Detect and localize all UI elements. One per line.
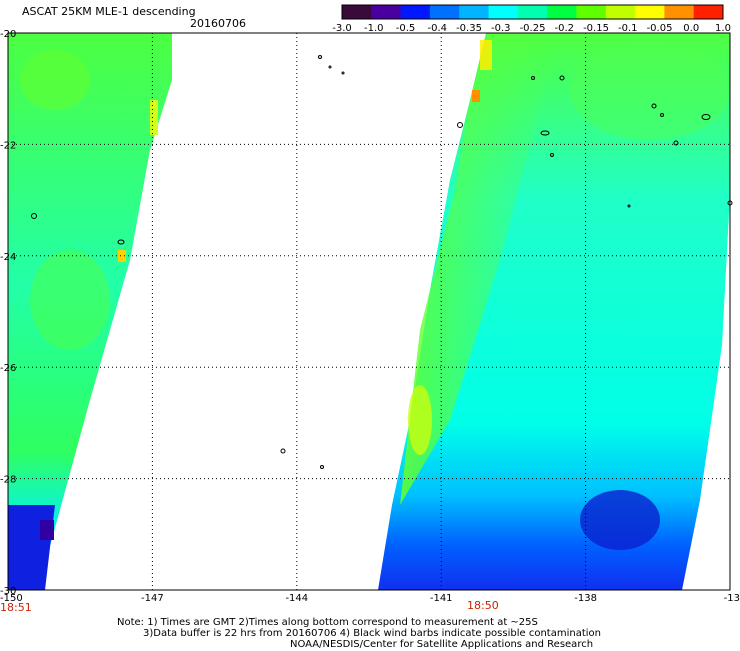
colorbar-segment (342, 5, 372, 19)
latitude-labels: -20 -22 -24 -26 -28 -30 (0, 29, 16, 597)
colorbar-frame (341, 4, 724, 20)
note-line-3: NOAA/NESDIS/Center for Satellite Applica… (290, 639, 594, 650)
note-line-1: Note: 1) Times are GMT 2)Times along bot… (117, 617, 538, 628)
colorbar-segment (693, 5, 724, 19)
colorbar-label: -0.05 (647, 23, 673, 34)
longitude-label: -144 (285, 593, 308, 604)
colorbar-segment (429, 5, 460, 19)
colorbar-segment (576, 5, 607, 19)
map-date: 20160706 (190, 17, 246, 30)
swath-right-patch (570, 40, 730, 140)
time-label-center: 18:50 (467, 599, 499, 612)
latitude-label: -26 (0, 363, 16, 374)
colorbar-segment (547, 5, 577, 19)
longitude-label: -138 (574, 593, 597, 604)
map-frame (7, 32, 731, 591)
latitude-label: -20 (0, 29, 16, 40)
colorbar-label: 1.0 (715, 23, 731, 34)
swath-left-patch (30, 250, 110, 350)
colorbar-segment (400, 5, 431, 19)
swath-left-low-patch (8, 505, 55, 590)
colorbar-label: -0.3 (491, 23, 511, 34)
swath-left-patch (20, 50, 90, 110)
swath-right-patch (400, 33, 560, 505)
colorbar-segment (488, 5, 519, 19)
colorbar-label: -0.25 (520, 23, 546, 34)
island-outlines (31, 55, 733, 469)
swath-right-patch (472, 90, 480, 102)
colorbar-segment (635, 5, 665, 19)
latitude-label: -30 (0, 586, 16, 597)
longitude-label: -13 (724, 593, 740, 604)
colorbar-segment (605, 5, 636, 19)
colorbar-segment (517, 5, 548, 19)
latitude-label: -22 (0, 140, 16, 151)
colorbar-label: -0.2 (554, 23, 574, 34)
swath-left-patch (150, 100, 158, 135)
map-title: ASCAT 25KM MLE-1 descending (22, 5, 196, 18)
time-label-left: 18:51 (0, 601, 32, 614)
colorbar-label: -0.35 (456, 23, 482, 34)
longitude-label: -150 (0, 593, 23, 604)
map-grid (8, 33, 730, 590)
colorbar-label: 0.0 (683, 23, 699, 34)
colorbar-segment (664, 5, 695, 19)
latitude-label: -28 (0, 475, 16, 486)
swath-left-low-patch (40, 520, 54, 540)
note-line-2: 3)Data buffer is 22 hrs from 20160706 4)… (143, 628, 601, 639)
colorbar-segment (371, 5, 402, 19)
swath-right-patch (408, 385, 432, 455)
colorbar: -3.0 -1.0 -0.5 -0.4 -0.35 -0.3 -0.25 -0.2 -0.15-… (332, 4, 731, 34)
colorbar-label: -0.4 (427, 23, 447, 34)
colorbar-label: -0.1 (618, 23, 638, 34)
longitude-label: -147 (141, 593, 164, 604)
colorbar-label: -0.15 (583, 23, 609, 34)
longitude-label: -141 (430, 593, 453, 604)
colorbar-label: -3.0 (332, 23, 352, 34)
colorbar-label: -1.0 (364, 23, 384, 34)
colorbar-segment (459, 5, 490, 19)
swath-right-patch (480, 40, 492, 70)
swath-left-patch (118, 250, 126, 262)
latitude-label: -24 (0, 252, 16, 263)
longitude-labels: -150 -147 -144 -141 -138 -13 (0, 593, 740, 604)
colorbar-label: -0.5 (396, 23, 416, 34)
swath-right-low-patch (580, 490, 660, 550)
